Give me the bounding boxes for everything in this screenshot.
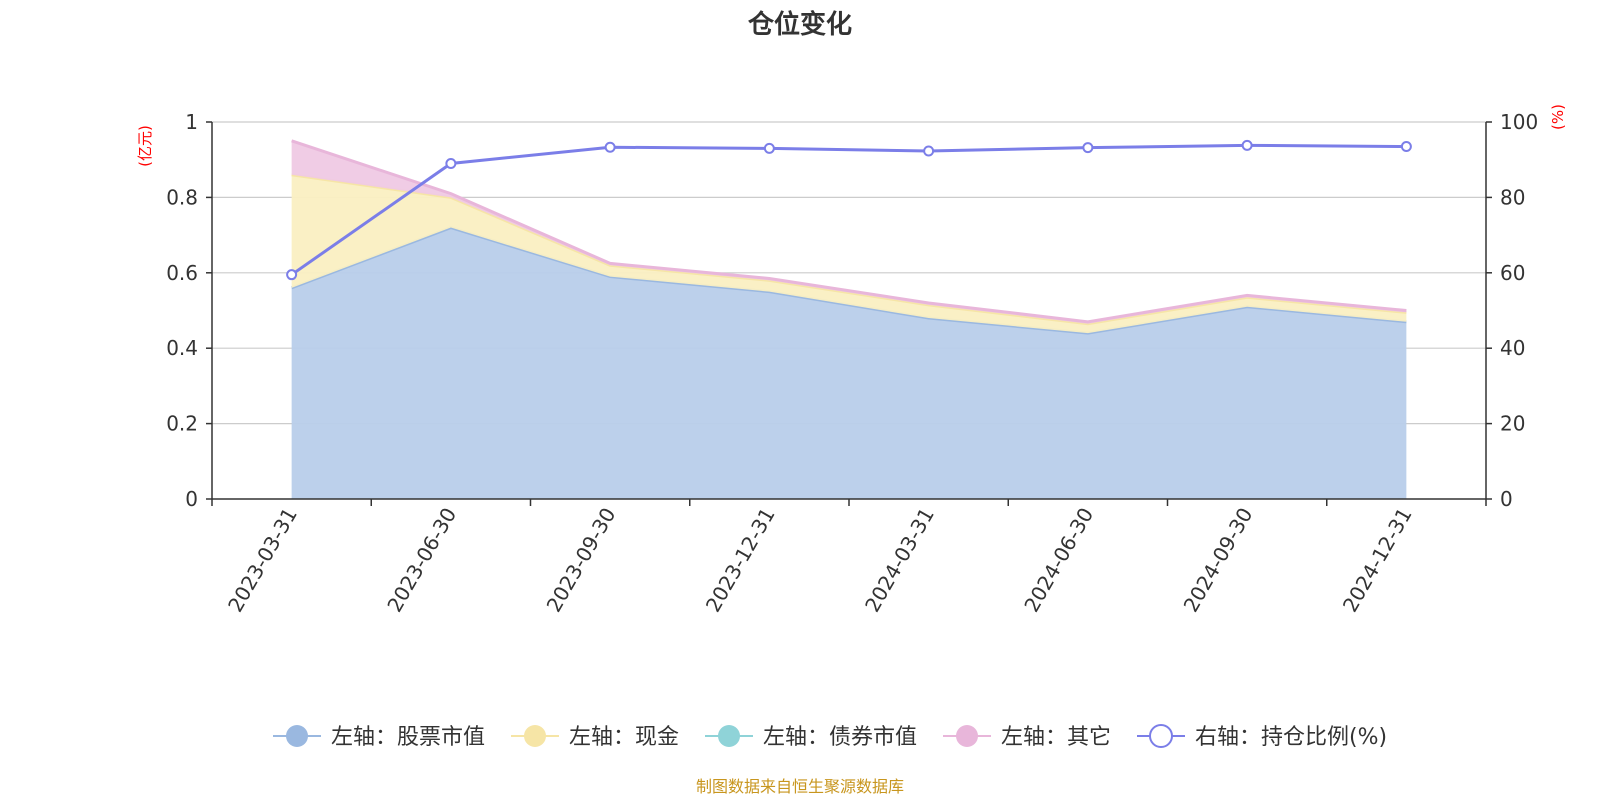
chart-title: 仓位变化 [747, 9, 852, 40]
left-tick-label: 0.8 [166, 185, 198, 209]
data-point[interactable] [286, 269, 298, 281]
x-tick-label: 2023-03-31 [223, 504, 302, 617]
left-tick-label: 0.4 [166, 336, 198, 360]
x-tick-label: 2023-09-30 [542, 504, 621, 617]
x-tick-label: 2023-12-31 [701, 504, 780, 617]
right-tick-label: 0 [1500, 487, 1513, 511]
area-series [291, 139, 1407, 499]
x-tick-label: 2024-06-30 [1019, 504, 1098, 617]
right-tick-label: 60 [1500, 261, 1525, 285]
right-tick-label: 80 [1500, 185, 1525, 209]
legend-item[interactable]: 左轴：现金 [511, 725, 679, 750]
left-tick-label: 0 [185, 487, 198, 511]
legend-marker [524, 725, 546, 747]
line-series [286, 139, 1412, 281]
data-point[interactable] [1400, 141, 1412, 153]
legend-item[interactable]: 左轴：其它 [943, 725, 1111, 750]
data-point[interactable] [763, 142, 775, 154]
x-tick-label: 2024-09-30 [1179, 504, 1258, 617]
legend-marker [1149, 724, 1173, 748]
right-tick-label: 40 [1500, 336, 1525, 360]
data-point[interactable] [604, 141, 616, 153]
legend-item[interactable]: 右轴：持仓比例(%) [1137, 724, 1387, 750]
area-左轴：股票市值 [291, 227, 1407, 499]
left-tick-label: 1 [185, 110, 198, 134]
area-edge-左轴：其它 [291, 139, 1407, 324]
legend-label: 左轴：其它 [1001, 725, 1111, 750]
right-axis-unit: (%) [1549, 104, 1567, 130]
legend-label: 左轴：股票市值 [331, 725, 485, 750]
left-axis-unit: (亿元) [136, 125, 154, 167]
line-右轴：持仓比例(%) [290, 143, 1407, 276]
axes [206, 121, 1492, 506]
legend-item[interactable]: 左轴：债券市值 [705, 725, 917, 750]
legend[interactable]: 左轴：股票市值 左轴：现金 左轴：债券市值 左轴：其它 右轴：持仓比例(%) [273, 724, 1387, 750]
data-point[interactable] [1082, 142, 1094, 154]
legend-marker [956, 725, 978, 747]
legend-label: 左轴：现金 [569, 725, 679, 750]
left-tick-label: 0.6 [166, 261, 198, 285]
legend-label: 右轴：持仓比例(%) [1195, 725, 1387, 750]
legend-item[interactable]: 左轴：股票市值 [273, 725, 485, 750]
x-tick-label: 2024-12-31 [1338, 504, 1417, 617]
right-tick-label: 100 [1500, 110, 1538, 134]
x-tick-label: 2023-06-30 [382, 504, 461, 617]
x-tick-label: 2024-03-31 [860, 504, 939, 617]
data-point[interactable] [445, 157, 457, 169]
data-point[interactable] [923, 145, 935, 157]
right-tick-label: 20 [1500, 412, 1525, 436]
legend-label: 左轴：债券市值 [763, 725, 917, 750]
data-point[interactable] [1241, 139, 1253, 151]
left-tick-label: 0.2 [166, 412, 198, 436]
legend-marker [718, 725, 740, 747]
source-note: 制图数据来自恒生聚源数据库 [696, 777, 904, 796]
legend-marker [286, 725, 308, 747]
